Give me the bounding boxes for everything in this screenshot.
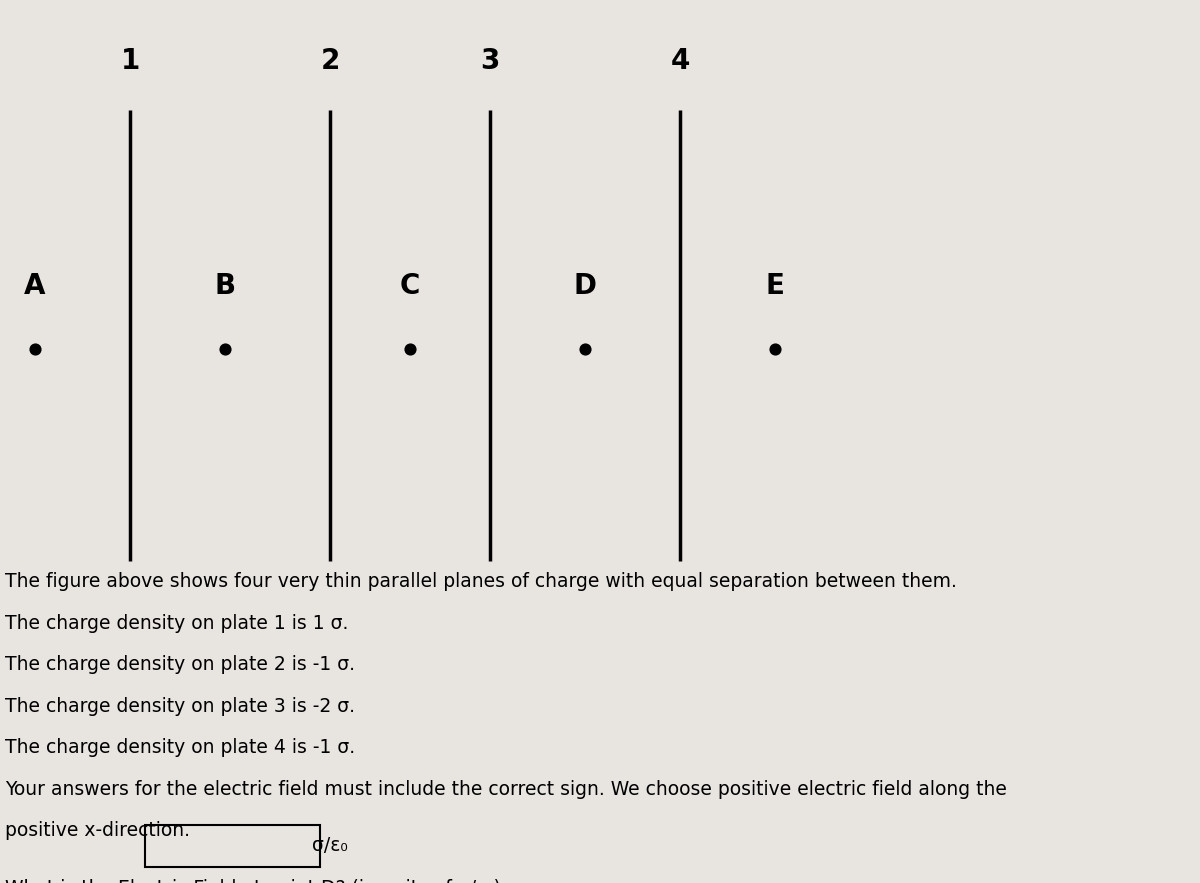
- Text: The charge density on plate 2 is -1 σ.: The charge density on plate 2 is -1 σ.: [5, 655, 355, 675]
- Point: [25, 342, 44, 356]
- Text: positive x-direction.: positive x-direction.: [5, 821, 190, 841]
- Text: B: B: [215, 272, 235, 300]
- Point: [401, 342, 420, 356]
- Text: C: C: [400, 272, 420, 300]
- Text: 3: 3: [480, 47, 499, 75]
- Text: 2: 2: [320, 47, 340, 75]
- Text: What is the Electric Field at point D? (in units of σ/ε₀): What is the Electric Field at point D? (…: [5, 879, 500, 883]
- Text: E: E: [766, 272, 785, 300]
- Text: 4: 4: [671, 47, 690, 75]
- Point: [766, 342, 785, 356]
- Text: A: A: [24, 272, 46, 300]
- Text: The charge density on plate 3 is -2 σ.: The charge density on plate 3 is -2 σ.: [5, 697, 355, 716]
- Point: [216, 342, 235, 356]
- Text: The figure above shows four very thin parallel planes of charge with equal separ: The figure above shows four very thin pa…: [5, 572, 956, 592]
- Bar: [145, 825, 320, 867]
- Text: The charge density on plate 1 is 1 σ.: The charge density on plate 1 is 1 σ.: [5, 614, 348, 633]
- Text: D: D: [574, 272, 596, 300]
- Text: σ/ε₀: σ/ε₀: [312, 836, 348, 856]
- Text: Your answers for the electric field must include the correct sign. We choose pos: Your answers for the electric field must…: [5, 780, 1007, 799]
- Text: 1: 1: [120, 47, 139, 75]
- Point: [576, 342, 595, 356]
- Text: The charge density on plate 4 is -1 σ.: The charge density on plate 4 is -1 σ.: [5, 738, 355, 758]
